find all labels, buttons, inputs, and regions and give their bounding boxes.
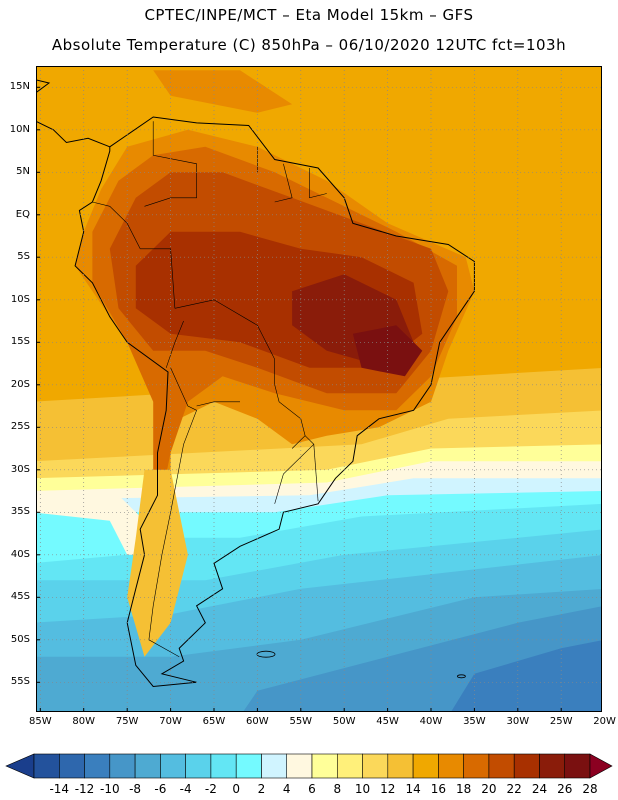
colorbar-label-m12: -12 <box>74 782 95 796</box>
colorbar-over-triangle <box>589 753 613 779</box>
lon-label-30w: 30W <box>506 716 530 727</box>
lon-label-20w: 20W <box>593 716 616 727</box>
coastline-central-america <box>36 79 110 148</box>
lat-label-45s: 45S <box>10 591 30 603</box>
country-border-3 <box>274 435 315 504</box>
lat-label-30s: 30S <box>10 463 30 475</box>
lat-label-55s: 55S <box>10 676 30 688</box>
lon-label-60w: 60W <box>246 716 269 727</box>
lat-label-15s: 15S <box>10 336 30 348</box>
colorbar-label-6: 6 <box>308 782 316 796</box>
country-border-7 <box>144 121 197 207</box>
colorbar-label-8: 8 <box>333 782 342 796</box>
colorbar-segment-12 <box>336 753 363 779</box>
lat-label-25s: 25S <box>10 421 30 433</box>
colorbar-segment-1 <box>58 753 85 779</box>
colorbar-label-0: 0 <box>232 782 240 796</box>
colorbar-segment-3 <box>109 753 136 779</box>
map-border <box>36 66 602 712</box>
colorbar-segment-17 <box>463 753 490 779</box>
colorbar-label-12: 12 <box>380 782 396 796</box>
country-border-12 <box>196 401 240 407</box>
lat-label-20s: 20S <box>10 378 30 390</box>
colorbar-label-16: 16 <box>430 782 446 796</box>
lat-label-35s: 35S <box>10 506 30 518</box>
colorbar-segment-18 <box>488 753 515 779</box>
colorbar-label-m10: -10 <box>100 782 120 796</box>
colorbar-label-22: 22 <box>506 782 522 796</box>
map-title-line2: Absolute Temperature (C) 850hPa – 06/10/… <box>51 36 567 54</box>
lon-label-55w: 55W <box>289 716 313 727</box>
country-border-5 <box>140 248 176 309</box>
colorbar-segment-5 <box>160 753 186 779</box>
lon-label-25w: 25W <box>549 716 573 727</box>
lat-label-40s: 40S <box>10 548 30 560</box>
field-band-m8 <box>450 640 602 712</box>
country-border-4 <box>313 444 319 502</box>
temperature-map[interactable] <box>36 66 602 712</box>
temperature-colorbar <box>5 753 613 779</box>
lat-label-5n: 5N <box>16 166 30 178</box>
colorbar-segment-4 <box>134 753 161 779</box>
lon-label-75w: 75W <box>115 716 139 727</box>
colorbar-segment-6 <box>185 753 212 779</box>
lat-label-50s: 50S <box>10 633 30 645</box>
lat-label-10n: 10N <box>9 123 30 135</box>
lat-label-5s: 5S <box>17 251 30 263</box>
colorbar-segment-2 <box>84 753 111 779</box>
colorbar-segment-0 <box>33 753 60 779</box>
country-border-6 <box>92 201 141 249</box>
colorbar-label-m4: -4 <box>179 782 192 796</box>
colorbar-label-28: 28 <box>582 782 598 796</box>
coastline-south-america <box>74 116 475 688</box>
country-border-11 <box>165 320 184 368</box>
lat-label-15n: 15N <box>9 81 30 93</box>
lon-label-40w: 40W <box>419 716 443 727</box>
island-falklands <box>256 650 276 658</box>
map-title-line1: CPTEC/INPE/MCT – Eta Model 15km – GFS <box>144 6 474 24</box>
colorbar-segment-19 <box>513 753 540 779</box>
colorbar-label-m6: -6 <box>154 782 167 796</box>
colorbar-segment-13 <box>362 753 389 779</box>
country-border-10 <box>309 168 327 199</box>
colorbar-label-26: 26 <box>557 782 573 796</box>
colorbar-label-m2: -2 <box>204 782 217 796</box>
colorbar-segment-15 <box>412 753 439 779</box>
colorbar-label-24: 24 <box>531 782 548 796</box>
colorbar-label-18: 18 <box>455 782 472 796</box>
colorbar-segment-16 <box>438 753 464 779</box>
colorbar-label-2: 2 <box>257 782 266 796</box>
lon-label-65w: 65W <box>202 716 226 727</box>
lon-label-70w: 70W <box>159 716 182 727</box>
colorbar-segment-21 <box>564 753 591 779</box>
island-south-georgia <box>456 674 466 679</box>
lon-label-80w: 80W <box>72 716 96 727</box>
lat-label-eq: EQ <box>15 208 30 220</box>
colorbar-label-m8: -8 <box>129 782 142 796</box>
colorbar-segment-20 <box>539 753 566 779</box>
colorbar-label-10: 10 <box>354 782 371 796</box>
colorbar-segment-14 <box>387 753 414 779</box>
colorbar-segment-7 <box>210 753 237 779</box>
lat-label-10s: 10S <box>10 293 30 305</box>
colorbar-segment-8 <box>235 753 262 779</box>
colorbar-segment-9 <box>261 753 288 779</box>
colorbar-under-triangle <box>5 753 35 779</box>
lon-label-50w: 50W <box>332 716 356 727</box>
field-andes-16 <box>127 469 188 657</box>
colorbar-segment-11 <box>311 753 338 779</box>
temperature-field-svg <box>36 66 602 712</box>
colorbar-segment-10 <box>286 753 313 779</box>
colorbar-label-20: 20 <box>481 782 497 796</box>
lon-label-85w: 85W <box>29 716 52 727</box>
country-border-1 <box>174 299 275 385</box>
colorbar-label-14: 14 <box>405 782 421 796</box>
lon-label-35w: 35W <box>463 716 486 727</box>
country-border-9 <box>274 163 293 203</box>
colorbar-label-m14: -14 <box>49 782 70 796</box>
field-pacific-4 <box>36 512 128 563</box>
colorbar-label-4: 4 <box>282 782 291 796</box>
country-border-0 <box>148 367 197 658</box>
lon-label-45w: 45W <box>376 716 399 727</box>
